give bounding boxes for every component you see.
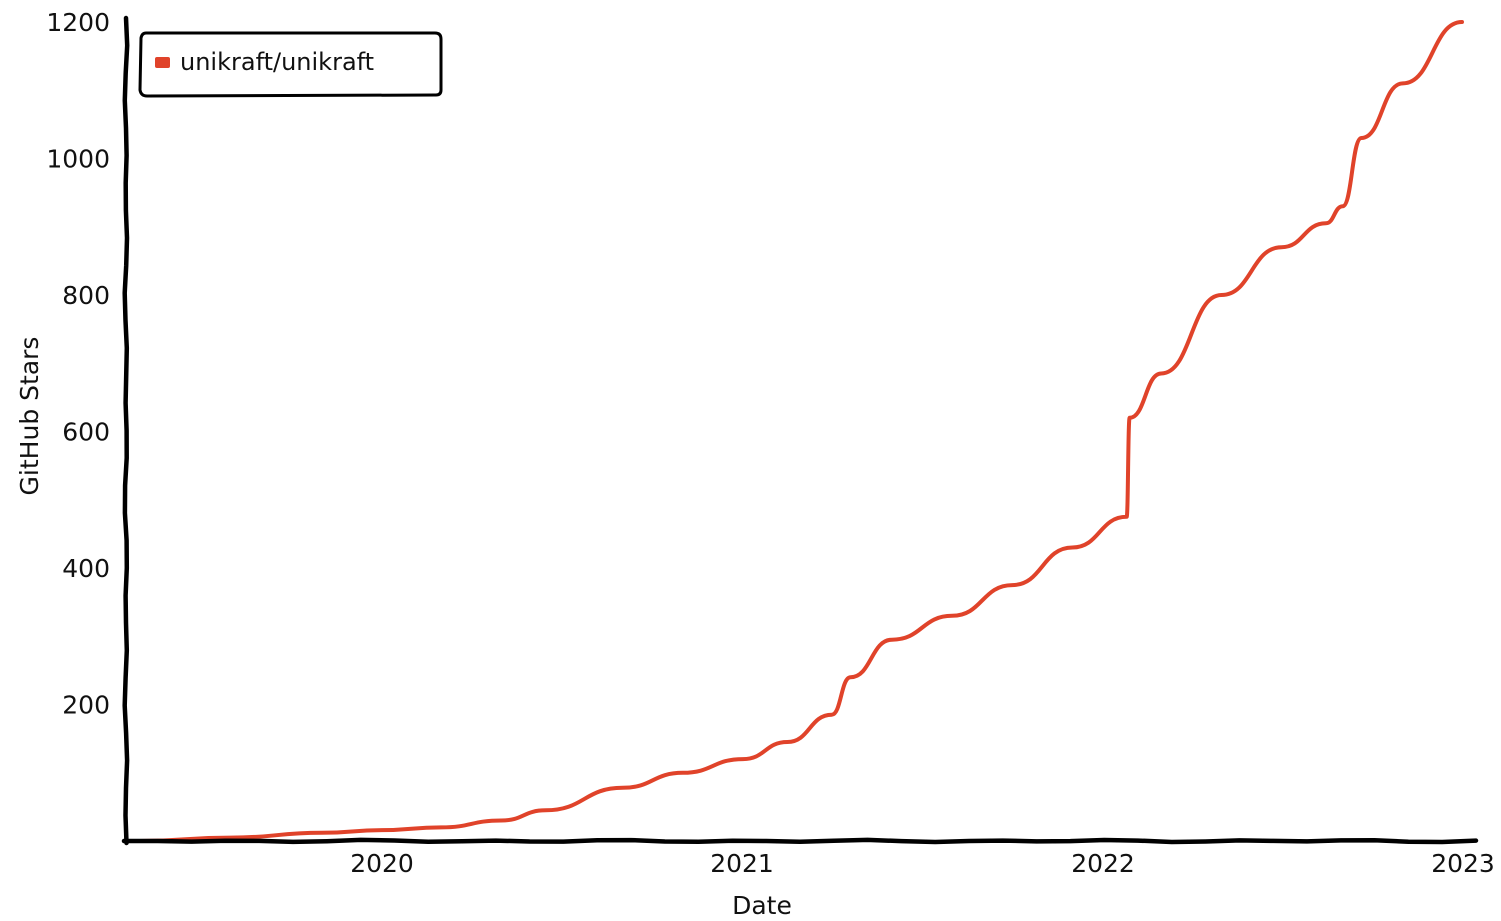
y-tick-label: 200 — [62, 691, 110, 720]
legend-label: unikraft/unikraft — [180, 48, 374, 76]
y-axis-line — [122, 15, 130, 846]
x-axis-title: Date — [732, 891, 792, 920]
series-line-0 — [138, 20, 1464, 843]
x-tick-label: 2020 — [350, 849, 414, 878]
y-axis-title: GitHub Stars — [15, 337, 44, 496]
y-tick-label: 600 — [62, 418, 110, 447]
plot-series-layer — [138, 20, 1464, 843]
y-tick-label: 1200 — [46, 8, 110, 37]
legend-box — [138, 31, 443, 98]
axes-layer — [121, 15, 1479, 846]
x-tick-label: 2022 — [1071, 849, 1135, 878]
legend-swatch — [155, 57, 170, 68]
x-axis-line — [121, 837, 1479, 845]
x-tick-label: 2021 — [710, 849, 774, 878]
y-tick-label: 400 — [62, 554, 110, 583]
y-tick-label: 800 — [62, 281, 110, 310]
x-tick-label: 2023 — [1431, 849, 1495, 878]
x-tick-labels: 2020 2021 2022 2023 — [350, 849, 1495, 878]
legend: unikraft/unikraft — [138, 31, 443, 98]
y-tick-label: 1000 — [46, 145, 110, 174]
y-tick-labels: 200 400 600 800 1000 1200 — [46, 8, 110, 720]
